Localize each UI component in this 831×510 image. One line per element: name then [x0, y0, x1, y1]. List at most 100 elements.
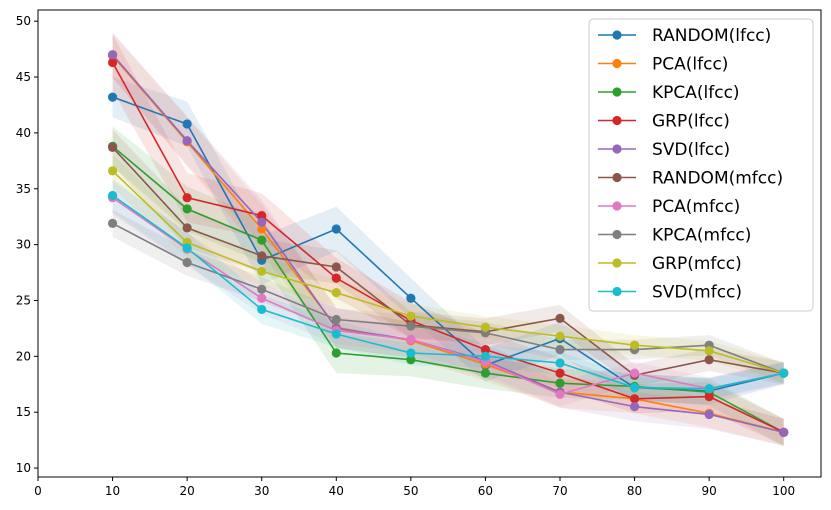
data-point — [629, 402, 640, 412]
legend: RANDOM(lfcc) PCA(lfcc) KPCA(lfcc) GRP(lfcc)… — [588, 18, 814, 312]
legend-label: PCA(lfcc) — [652, 55, 728, 75]
data-point — [555, 313, 565, 323]
data-point — [406, 334, 416, 345]
data-point — [182, 243, 192, 253]
data-point — [331, 288, 341, 298]
data-point — [704, 391, 714, 402]
data-point — [257, 210, 267, 221]
data-point — [107, 57, 118, 68]
y-tick-label: 15 — [16, 405, 31, 419]
series-line-9 — [112, 194, 784, 390]
data-point — [331, 262, 341, 272]
data-point — [257, 217, 267, 227]
error-band-6 — [112, 180, 784, 407]
data-point — [406, 321, 416, 331]
data-point — [107, 166, 118, 176]
data-point — [480, 345, 491, 355]
legend-marker — [612, 87, 622, 97]
data-point — [406, 355, 416, 365]
series-lines — [111, 54, 785, 434]
x-tick-label: 90 — [702, 484, 717, 498]
error-band-1 — [112, 33, 784, 446]
data-point — [406, 348, 416, 358]
legend-label: GRP(lfcc) — [652, 112, 730, 132]
data-point — [480, 351, 491, 361]
data-point — [107, 218, 118, 228]
y-tick-label: 25 — [16, 293, 31, 307]
data-point — [779, 368, 789, 378]
data-point — [182, 223, 192, 233]
data-point — [406, 293, 416, 303]
data-point — [107, 50, 118, 60]
legend-label: PCA(mfcc) — [652, 197, 740, 217]
data-point — [629, 368, 640, 378]
legend-label: KPCA(lfcc) — [652, 83, 740, 103]
error-band-4 — [112, 32, 784, 446]
data-point — [331, 329, 341, 339]
x-tick-label: 60 — [478, 484, 493, 498]
legend-label: SVD(mfcc) — [652, 283, 742, 303]
data-point — [182, 193, 192, 203]
data-point — [629, 394, 640, 404]
legend-box — [588, 18, 814, 312]
x-tick-label: 50 — [403, 484, 418, 498]
series-line-3 — [111, 62, 785, 434]
data-point — [555, 389, 565, 399]
series-points — [107, 50, 789, 437]
data-point — [331, 273, 341, 283]
legend-marker — [612, 172, 622, 183]
data-point — [704, 409, 714, 420]
data-point — [555, 378, 565, 388]
x-tick-label: 10 — [105, 484, 120, 498]
data-point — [257, 224, 267, 234]
error-band-2 — [112, 126, 784, 446]
series-line-8 — [112, 170, 784, 374]
error-band-3 — [112, 34, 784, 446]
error-band-7 — [112, 210, 784, 384]
data-point — [779, 427, 789, 437]
data-point — [704, 346, 714, 356]
y-tick-label: 50 — [16, 14, 31, 28]
data-point — [629, 383, 640, 393]
data-point — [406, 311, 416, 321]
x-tick-label: 30 — [254, 484, 269, 498]
series-line-6 — [112, 197, 784, 396]
x-tick-label: 80 — [627, 484, 642, 498]
data-point — [555, 358, 565, 368]
y-axis: 10 15 20 25 30 35 40 45 50 — [16, 14, 38, 475]
series-line-2 — [112, 145, 785, 434]
legend-label: KPCA(mfcc) — [652, 226, 751, 246]
data-point — [182, 204, 192, 214]
data-point — [555, 345, 565, 355]
legend-marker — [612, 201, 622, 211]
data-point — [257, 304, 267, 315]
data-point — [555, 368, 565, 378]
plot-frame — [37, 9, 822, 478]
x-tick-label: 40 — [329, 484, 344, 498]
y-tick-label: 20 — [16, 349, 31, 363]
legend-label: GRP(mfcc) — [652, 254, 742, 274]
y-tick-label: 45 — [16, 70, 31, 84]
x-axis: 0 10 20 30 40 50 60 70 80 90 100 — [34, 477, 795, 498]
error-band-0 — [112, 77, 784, 405]
data-point — [257, 266, 267, 277]
x-tick-label: 20 — [180, 484, 195, 498]
data-point — [257, 284, 267, 294]
data-point — [704, 384, 714, 394]
data-point — [480, 368, 491, 378]
data-point — [257, 235, 267, 245]
x-tick-label: 100 — [772, 484, 795, 498]
data-point — [480, 322, 491, 332]
data-point — [331, 224, 341, 234]
x-tick-label: 0 — [34, 484, 42, 498]
series-line-1 — [111, 55, 784, 434]
x-tick-label: 70 — [552, 484, 567, 498]
legend-label: RANDOM(mfcc) — [652, 169, 783, 189]
legend-marker — [612, 258, 622, 268]
data-point — [331, 348, 341, 358]
legend-marker — [612, 58, 622, 69]
y-tick-label: 35 — [16, 182, 31, 196]
series-line-5 — [112, 146, 784, 377]
data-point — [257, 293, 267, 303]
